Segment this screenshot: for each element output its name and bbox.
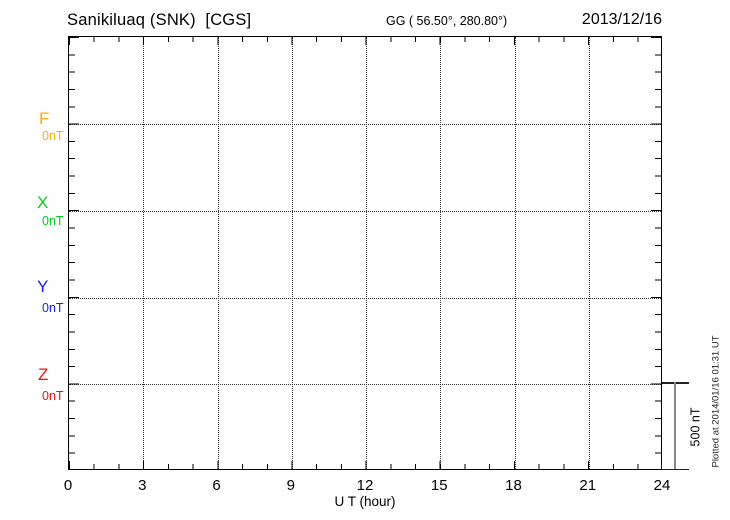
axis-ticks-top-major — [69, 37, 661, 45]
axis-ticks-top-minor — [69, 37, 661, 42]
baseline-f — [69, 123, 661, 125]
gridline-vertical — [217, 37, 219, 469]
axis-ticks-right-major — [651, 37, 661, 469]
station-coordinates-label: GG ( 56.50°, 280.80°) — [386, 14, 508, 28]
baseline-z — [69, 383, 661, 385]
scale-bar-label: 500 nT — [683, 383, 707, 470]
axis-ticks-bottom-minor — [69, 464, 661, 469]
series-label-f: F — [39, 109, 50, 128]
gridline-vertical — [366, 37, 367, 469]
scale-bar-bottom-cap — [662, 468, 689, 470]
gridline-vertical — [588, 37, 590, 469]
scale-bar-label-text: 500 nT — [688, 407, 703, 446]
gridline-vertical — [514, 37, 516, 469]
series-label-y: Y — [37, 277, 49, 296]
series-baseline-value-f: 0nT — [42, 129, 64, 143]
x-tick-label: 9 — [286, 477, 295, 494]
gridline-vertical — [143, 37, 145, 469]
date-label: 2013/12/16 — [581, 11, 662, 28]
baseline-x — [69, 210, 661, 212]
x-tick-label: 15 — [430, 477, 448, 494]
x-tick-label: 12 — [356, 477, 374, 494]
x-tick-label: 0 — [63, 477, 73, 494]
plotted-at-note-text: Plotted at 2014/01/16 01:31 UT — [710, 334, 722, 468]
plot-area — [68, 36, 662, 470]
x-tick-label: 3 — [138, 477, 147, 494]
gridline-vertical — [291, 37, 293, 469]
axis-ticks-left-major — [69, 37, 79, 469]
series-label-z: Z — [38, 365, 49, 384]
page-title: Sanikiluaq (SNK) [CGS] — [67, 11, 252, 29]
x-tick-label: 6 — [212, 477, 221, 494]
series-baseline-value-y: 0nT — [42, 301, 64, 315]
axis-ticks-left-minor — [69, 37, 75, 469]
series-baseline-value-z: 0nT — [42, 389, 64, 403]
x-axis-title: U T (hour) — [334, 494, 396, 509]
baseline-y — [69, 297, 661, 299]
series-label-x: X — [37, 193, 49, 212]
axis-ticks-right-minor — [655, 37, 661, 469]
series-baseline-value-x: 0nT — [42, 214, 64, 228]
x-tick-label: 24 — [653, 477, 671, 494]
x-tick-label: 18 — [505, 477, 522, 494]
plotted-at-note: Plotted at 2014/01/16 01:31 UT — [706, 331, 726, 471]
x-tick-label: 21 — [579, 477, 597, 494]
axis-ticks-bottom-major — [69, 461, 661, 469]
gridline-vertical — [440, 37, 442, 469]
scale-bar-line — [674, 382, 676, 470]
